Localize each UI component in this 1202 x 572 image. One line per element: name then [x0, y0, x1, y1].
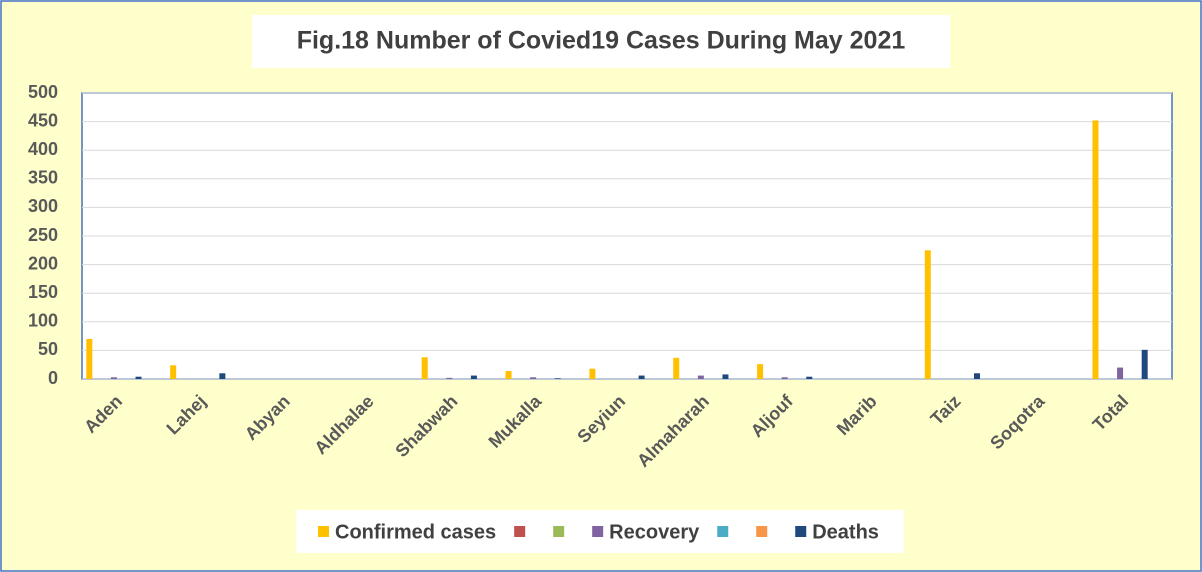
bar	[757, 364, 764, 379]
y-tick-label: 450	[28, 110, 58, 130]
bar	[806, 376, 813, 379]
bar	[1092, 120, 1099, 380]
bar	[219, 373, 226, 379]
bar	[505, 370, 512, 379]
bar	[470, 375, 477, 379]
legend-swatch	[756, 526, 768, 537]
bar	[1117, 367, 1124, 379]
y-tick-label: 150	[28, 282, 58, 302]
bar	[673, 357, 680, 379]
bar	[530, 377, 537, 379]
y-tick-label: 250	[28, 225, 58, 245]
legend-label: Confirmed cases	[335, 521, 496, 543]
bar	[1141, 349, 1148, 379]
y-tick-label: 0	[48, 368, 58, 388]
y-tick-label: 500	[28, 82, 58, 102]
bar	[86, 338, 93, 379]
bar	[781, 377, 788, 379]
y-tick-label: 50	[38, 339, 58, 359]
bar	[421, 357, 428, 379]
bar	[446, 377, 453, 379]
legend-label: Deaths	[812, 521, 879, 543]
y-tick-label: 350	[28, 168, 58, 188]
bar	[697, 375, 704, 379]
chart-title: Fig.18 Number of Covied19 Cases During M…	[297, 27, 906, 55]
legend-swatch	[514, 526, 526, 537]
bar	[110, 377, 117, 379]
bar	[722, 374, 729, 379]
bar	[135, 376, 142, 379]
legend-label: Recovery	[609, 521, 700, 543]
y-tick-label: 400	[28, 139, 58, 159]
legend-swatch	[795, 526, 807, 537]
bar	[973, 373, 980, 379]
y-tick-label: 200	[28, 253, 58, 273]
y-tick-label: 300	[28, 196, 58, 216]
y-tick-label: 100	[28, 311, 58, 331]
bar	[170, 365, 177, 379]
legend-swatch	[592, 526, 604, 537]
bar	[554, 378, 561, 379]
bar	[638, 375, 645, 379]
bar	[924, 250, 931, 379]
bar	[589, 368, 596, 379]
legend-swatch	[717, 526, 729, 537]
title-box	[252, 15, 950, 68]
legend-swatch	[318, 526, 329, 537]
legend-swatch	[553, 526, 565, 537]
